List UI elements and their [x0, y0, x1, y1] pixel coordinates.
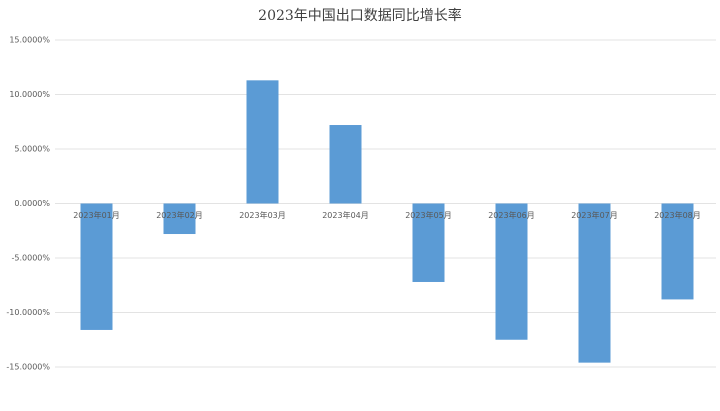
- x-tick-label: 2023年08月: [654, 210, 701, 220]
- bar: [246, 80, 279, 204]
- y-tick-label: 5.0000%: [14, 145, 50, 154]
- y-tick-label: -5.0000%: [12, 254, 51, 263]
- bar: [163, 203, 196, 235]
- bar: [329, 125, 362, 204]
- bar: [661, 203, 694, 300]
- x-tick-label: 2023年01月: [73, 210, 120, 220]
- x-tick-label: 2023年07月: [571, 210, 618, 220]
- bar: [412, 203, 445, 282]
- x-tick-label: 2023年05月: [405, 210, 452, 220]
- y-tick-label: 10.0000%: [9, 90, 50, 99]
- y-tick-label: -10.0000%: [6, 308, 50, 317]
- x-tick-label: 2023年04月: [322, 210, 369, 220]
- x-tick-label: 2023年06月: [488, 210, 535, 220]
- x-tick-label: 2023年02月: [156, 210, 203, 220]
- bar: [495, 203, 528, 340]
- x-tick-label: 2023年03月: [239, 210, 286, 220]
- bar: [578, 203, 611, 363]
- chart-title: 2023年中国出口数据同比增长率: [258, 7, 462, 24]
- y-tick-label: 15.0000%: [9, 36, 50, 45]
- y-tick-label: 0.0000%: [14, 199, 50, 208]
- bar: [80, 203, 113, 330]
- y-tick-label: -15.0000%: [6, 363, 50, 372]
